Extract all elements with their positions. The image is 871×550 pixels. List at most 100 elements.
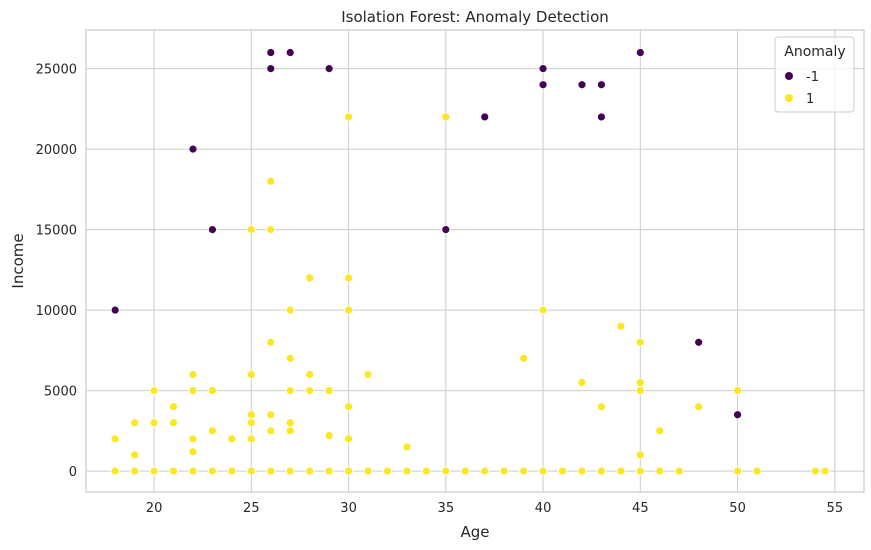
- normal-point: [285, 426, 295, 436]
- normal-point: [266, 426, 276, 436]
- normal-point: [188, 370, 198, 379]
- normal-point: [169, 466, 178, 476]
- anomaly-point: [635, 48, 645, 57]
- legend-box: [774, 36, 855, 113]
- normal-point: [635, 450, 645, 460]
- plot-frame: [85, 29, 865, 493]
- normal-point: [597, 466, 606, 476]
- normal-point: [188, 466, 198, 476]
- normal-point: [344, 305, 353, 315]
- normal-point: [324, 466, 334, 476]
- normal-point: [577, 466, 587, 476]
- normal-point: [266, 410, 276, 420]
- normal-point: [363, 370, 373, 379]
- normal-point: [188, 434, 198, 444]
- normal-point: [421, 466, 431, 476]
- normal-point: [635, 466, 645, 476]
- y-tick-labels: 0 5000 10000 15000 20000 25000: [36, 63, 77, 480]
- normal-point: [616, 321, 626, 331]
- normal-point: [130, 466, 140, 476]
- anomaly-point: [188, 144, 198, 154]
- x-tick-label: 20: [146, 501, 163, 516]
- normal-point: [188, 447, 198, 457]
- normal-point: [266, 176, 276, 186]
- anomaly-point: [597, 80, 606, 90]
- anomaly-point: [324, 64, 334, 74]
- normal-point: [208, 466, 217, 476]
- normal-point: [246, 225, 256, 235]
- normal-point: [285, 466, 295, 476]
- normal-point: [597, 402, 606, 412]
- normal-point: [188, 386, 198, 395]
- normal-point: [130, 450, 140, 460]
- data-points: [110, 48, 830, 476]
- normal-point: [635, 337, 645, 347]
- normal-point: [402, 466, 412, 476]
- y-tick-label: 15000: [36, 224, 77, 239]
- normal-point: [285, 418, 295, 428]
- normal-point: [110, 466, 120, 476]
- legend-marker-anomaly: [785, 72, 793, 80]
- normal-point: [266, 225, 276, 235]
- x-tick-label: 30: [340, 501, 357, 516]
- legend-marker-normal: [785, 94, 793, 102]
- normal-point: [344, 434, 353, 444]
- normal-point: [538, 466, 548, 476]
- normal-point: [810, 466, 820, 476]
- normal-point: [344, 112, 353, 122]
- x-tick-labels: 20 25 30 35 40 45 50 55: [146, 501, 843, 516]
- anomaly-point: [577, 80, 587, 90]
- x-tick-label: 45: [632, 501, 649, 516]
- normal-point: [285, 353, 295, 363]
- normal-point: [694, 402, 704, 412]
- anomaly-point: [110, 305, 120, 315]
- normal-point: [305, 370, 315, 379]
- normal-point: [227, 434, 237, 444]
- normal-point: [130, 418, 140, 428]
- anomaly-point: [208, 225, 217, 235]
- normal-point: [499, 466, 509, 476]
- normal-point: [460, 466, 470, 476]
- legend-title: Anomaly: [784, 44, 845, 60]
- normal-point: [577, 378, 587, 387]
- normal-point: [285, 305, 295, 315]
- legend-label-anomaly: -1: [806, 70, 819, 85]
- normal-point: [674, 466, 684, 476]
- y-tick-label: 25000: [36, 63, 77, 78]
- normal-point: [246, 466, 256, 476]
- normal-point: [208, 426, 217, 436]
- normal-point: [344, 273, 353, 283]
- y-tick-label: 20000: [36, 143, 77, 158]
- anomaly-point: [480, 112, 490, 122]
- normal-point: [227, 466, 237, 476]
- normal-point: [441, 112, 451, 122]
- normal-point: [733, 466, 742, 476]
- anomaly-point: [733, 410, 742, 420]
- normal-point: [441, 466, 451, 476]
- normal-point: [149, 386, 159, 395]
- normal-point: [402, 442, 412, 452]
- grid: [86, 30, 864, 492]
- normal-point: [149, 418, 159, 428]
- normal-point: [538, 305, 548, 315]
- anomaly-point: [694, 337, 704, 347]
- y-tick-label: 5000: [44, 385, 77, 400]
- normal-point: [110, 434, 120, 444]
- normal-point: [519, 466, 529, 476]
- normal-point: [324, 431, 334, 441]
- anomaly-point: [538, 64, 548, 74]
- normal-point: [305, 273, 315, 283]
- x-tick-label: 55: [827, 501, 844, 516]
- normal-point: [480, 466, 490, 476]
- normal-point: [752, 466, 762, 476]
- x-tick-label: 25: [243, 501, 260, 516]
- legend-label-normal: 1: [806, 92, 814, 107]
- y-tick-label: 10000: [36, 304, 77, 319]
- normal-point: [635, 378, 645, 387]
- normal-point: [266, 337, 276, 347]
- normal-point: [655, 466, 665, 476]
- normal-point: [305, 466, 315, 476]
- normal-point: [383, 466, 392, 476]
- normal-point: [246, 418, 256, 428]
